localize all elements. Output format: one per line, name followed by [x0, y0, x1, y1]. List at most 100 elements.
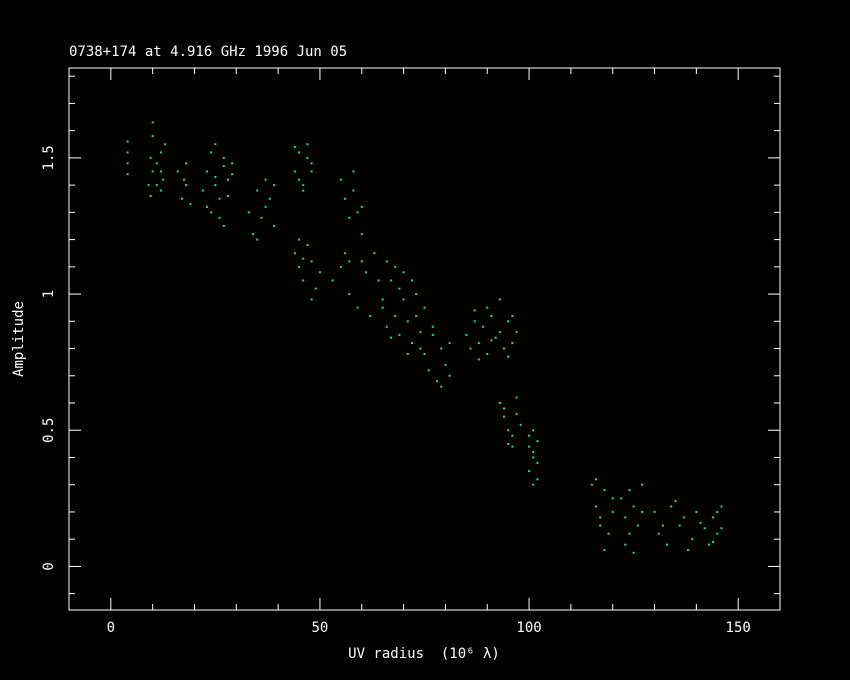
point — [406, 352, 409, 355]
point — [594, 478, 597, 481]
point — [206, 170, 209, 173]
point — [511, 314, 514, 317]
point — [511, 445, 514, 448]
point — [210, 151, 213, 154]
point — [532, 451, 535, 454]
point — [314, 287, 317, 290]
point — [707, 543, 710, 546]
point — [298, 151, 301, 154]
point — [532, 456, 535, 459]
point — [298, 178, 301, 181]
point — [419, 347, 422, 350]
point — [448, 342, 451, 345]
point — [160, 170, 163, 173]
point — [260, 216, 263, 219]
point — [507, 429, 510, 432]
point — [201, 189, 204, 192]
point — [185, 162, 188, 165]
point — [218, 216, 221, 219]
point — [390, 336, 393, 339]
point — [674, 500, 677, 503]
point — [465, 333, 468, 336]
point — [507, 320, 510, 323]
point — [410, 342, 413, 345]
point — [473, 309, 476, 312]
point — [431, 325, 434, 328]
point — [126, 162, 129, 165]
point — [373, 252, 376, 255]
point — [603, 489, 606, 492]
point — [611, 497, 614, 500]
point — [636, 524, 639, 527]
x-tick-label: 50 — [312, 620, 329, 636]
point — [686, 549, 689, 552]
x-tick-label: 100 — [516, 620, 541, 636]
point — [149, 156, 152, 159]
y-tick-label: 1 — [41, 290, 57, 298]
point — [599, 516, 602, 519]
point — [149, 195, 152, 198]
point — [222, 156, 225, 159]
point — [151, 170, 154, 173]
point — [498, 298, 501, 301]
point — [385, 325, 388, 328]
point — [678, 524, 681, 527]
point — [624, 543, 627, 546]
point — [666, 543, 669, 546]
point — [162, 178, 165, 181]
point — [298, 238, 301, 241]
point — [490, 314, 493, 317]
point — [415, 293, 418, 296]
point — [377, 279, 380, 282]
point — [293, 170, 296, 173]
point — [348, 260, 351, 263]
point — [364, 271, 367, 274]
point — [218, 197, 221, 200]
point — [682, 516, 685, 519]
point — [302, 189, 305, 192]
point — [528, 434, 531, 437]
point — [532, 483, 535, 486]
point — [394, 314, 397, 317]
point — [498, 402, 501, 405]
point — [402, 298, 405, 301]
point — [511, 342, 514, 345]
point — [657, 532, 660, 535]
point — [632, 505, 635, 508]
point — [402, 271, 405, 274]
point — [431, 333, 434, 336]
point — [419, 331, 422, 334]
point — [231, 162, 234, 165]
point — [720, 505, 723, 508]
point — [519, 423, 522, 426]
point — [607, 532, 610, 535]
point — [661, 524, 664, 527]
point — [352, 170, 355, 173]
point — [594, 505, 597, 508]
point — [532, 429, 535, 432]
point — [603, 549, 606, 552]
point — [590, 483, 593, 486]
point — [264, 205, 267, 208]
x-tick-label: 150 — [726, 620, 751, 636]
point — [398, 333, 401, 336]
point — [712, 540, 715, 543]
point — [160, 189, 163, 192]
point — [720, 527, 723, 530]
point — [318, 271, 321, 274]
point — [310, 260, 313, 263]
point — [381, 306, 384, 309]
point — [222, 224, 225, 227]
point — [515, 331, 518, 334]
point — [611, 510, 614, 513]
point — [385, 260, 388, 263]
point — [226, 178, 229, 181]
point — [515, 396, 518, 399]
point — [624, 516, 627, 519]
point — [507, 442, 510, 445]
point — [352, 189, 355, 192]
point — [310, 170, 313, 173]
point — [206, 205, 209, 208]
point — [369, 314, 372, 317]
point — [151, 121, 154, 124]
